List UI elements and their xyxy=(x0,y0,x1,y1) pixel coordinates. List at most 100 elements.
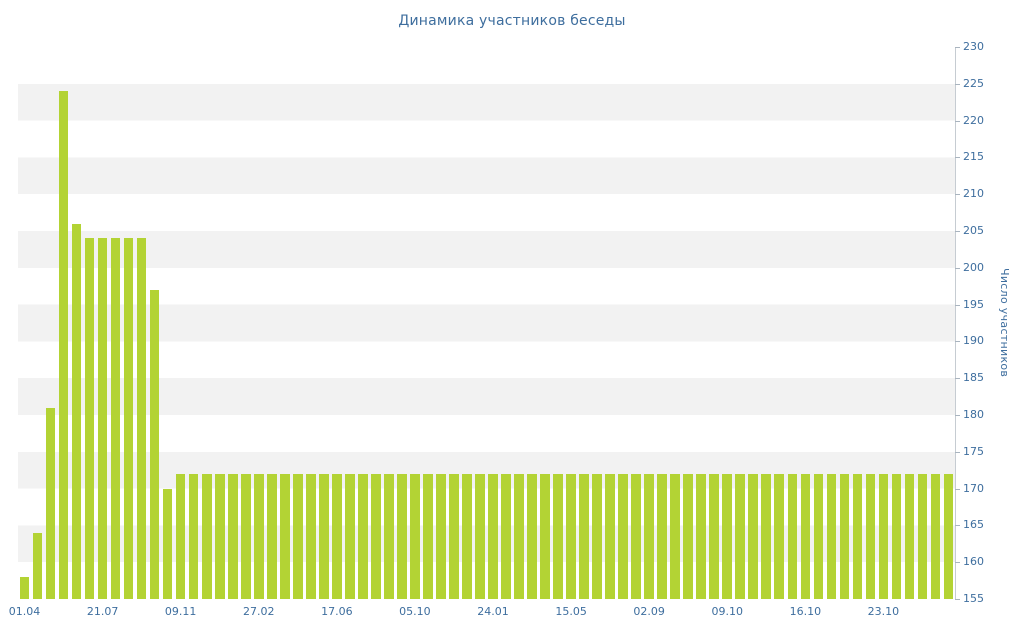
y-tick-label: 225 xyxy=(963,76,984,90)
y-tick-label: 215 xyxy=(963,150,984,164)
bar xyxy=(214,473,225,599)
y-tick-label: 175 xyxy=(963,444,984,458)
y-tick-label: 230 xyxy=(963,40,984,53)
bar xyxy=(305,473,316,599)
bar xyxy=(58,91,69,599)
y-axis-line xyxy=(955,47,956,599)
bar xyxy=(839,473,850,599)
y-tick-label: 185 xyxy=(963,371,984,385)
bar xyxy=(332,473,342,599)
bar xyxy=(891,473,902,599)
bar xyxy=(917,473,928,599)
y-tick-label: 205 xyxy=(963,224,984,237)
bar xyxy=(813,473,824,599)
bar xyxy=(188,473,199,599)
y-tick-label: 195 xyxy=(963,297,984,311)
bar xyxy=(943,473,954,599)
bar xyxy=(527,473,537,599)
bar xyxy=(201,473,212,599)
bar xyxy=(175,473,186,599)
bar xyxy=(904,473,915,599)
bar xyxy=(358,473,368,599)
bar xyxy=(97,238,108,599)
bar xyxy=(345,473,355,599)
bar xyxy=(709,473,720,599)
bar xyxy=(253,473,264,599)
bar xyxy=(71,223,82,599)
bar xyxy=(670,473,680,599)
y-tick-mark xyxy=(955,488,960,490)
x-tick-label: 16.10 xyxy=(789,605,822,618)
bar xyxy=(45,407,56,599)
bar xyxy=(123,238,134,599)
y-tick-label: 170 xyxy=(963,481,984,495)
bar xyxy=(423,473,433,599)
bar xyxy=(748,473,759,599)
bar xyxy=(436,473,446,599)
bar xyxy=(488,473,498,599)
y-tick-label: 165 xyxy=(963,518,984,532)
x-tick-label: 09.10 xyxy=(711,605,744,618)
y-tick-mark xyxy=(955,157,960,159)
bar xyxy=(566,473,576,599)
y-tick-mark xyxy=(955,451,960,453)
bar xyxy=(266,473,277,599)
y-tick-label: 200 xyxy=(963,260,984,274)
x-tick-label: 01.04 xyxy=(8,605,41,618)
bar xyxy=(631,473,641,599)
y-tick-mark xyxy=(955,525,960,527)
bar xyxy=(579,473,589,599)
bar xyxy=(930,473,941,599)
y-tick-mark xyxy=(955,304,960,306)
x-tick-label: 15.05 xyxy=(555,605,587,618)
bar xyxy=(384,473,394,599)
x-tick-label: 05.10 xyxy=(399,605,431,618)
bar xyxy=(136,238,147,599)
y-tick-mark xyxy=(955,341,960,343)
bar xyxy=(735,473,746,599)
bar xyxy=(852,473,863,599)
bar xyxy=(644,473,654,599)
bar xyxy=(475,473,485,599)
bar xyxy=(787,473,798,599)
bar xyxy=(501,473,511,599)
y-tick-mark xyxy=(955,194,960,196)
bar xyxy=(449,473,459,599)
bar xyxy=(371,473,381,599)
bar xyxy=(292,473,303,599)
y-tick-label: 210 xyxy=(963,187,984,201)
x-tick-label: 02.09 xyxy=(633,605,665,618)
bar xyxy=(696,473,707,599)
bar xyxy=(162,488,173,599)
bar xyxy=(592,473,602,599)
bar xyxy=(553,473,563,599)
y-tick-label: 190 xyxy=(963,334,984,348)
bar xyxy=(462,473,472,599)
y-axis-title: Число участников xyxy=(998,268,1011,378)
bar xyxy=(514,473,524,599)
bar xyxy=(774,473,785,599)
bar xyxy=(319,473,329,599)
bar xyxy=(657,473,667,599)
bar xyxy=(279,473,290,599)
bar xyxy=(149,289,160,599)
bar xyxy=(240,473,251,599)
bar xyxy=(410,473,420,599)
y-tick-label: 180 xyxy=(963,408,984,421)
bar xyxy=(110,238,121,599)
y-tick-mark xyxy=(955,83,960,85)
y-tick-mark xyxy=(955,378,960,380)
bar xyxy=(761,473,772,599)
y-tick-mark xyxy=(955,47,960,48)
y-tick-label: 160 xyxy=(963,555,984,569)
x-tick-label: 21.07 xyxy=(86,605,119,618)
x-tick-label: 17.06 xyxy=(321,605,353,618)
bar xyxy=(722,473,733,599)
bar xyxy=(826,473,837,599)
bar xyxy=(618,473,628,599)
bar xyxy=(878,473,889,599)
x-tick-label: 24.01 xyxy=(477,605,509,618)
bar xyxy=(865,473,876,599)
y-tick-label: 220 xyxy=(963,113,984,127)
